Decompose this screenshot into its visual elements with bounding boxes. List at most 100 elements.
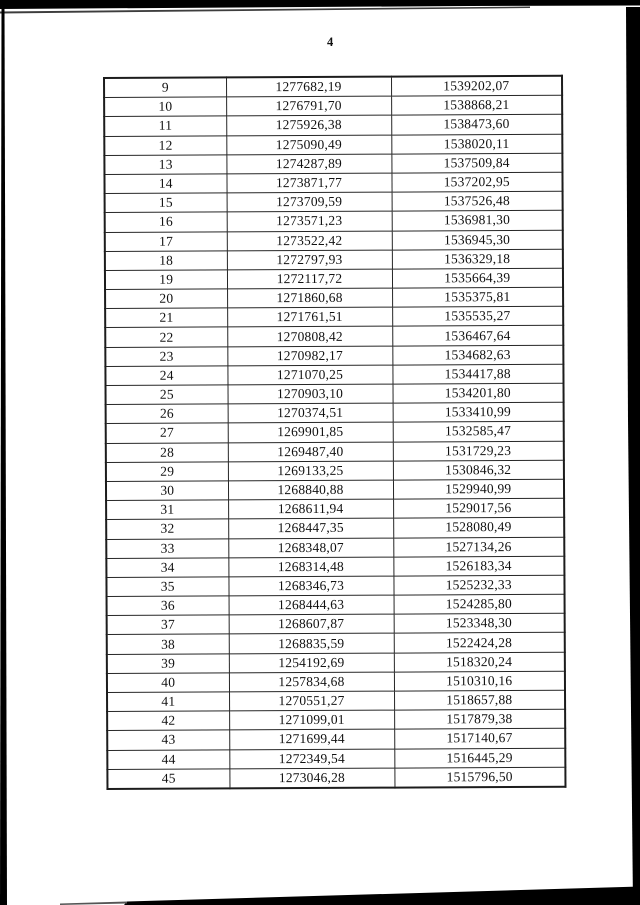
cell-value-col-1: 1273571,23 bbox=[226, 211, 392, 232]
cell-row-number: 28 bbox=[105, 442, 228, 463]
table-row: 40 1257834,68 1510310,16 bbox=[106, 671, 566, 693]
cell-value-col-1: 1269133,25 bbox=[227, 460, 393, 481]
cell-value-col-2: 1510310,16 bbox=[393, 671, 566, 692]
cell-row-number: 16 bbox=[104, 212, 227, 232]
table-row: 29 1269133,25 1530846,32 bbox=[105, 460, 564, 482]
scan-edge-right bbox=[626, 7, 640, 905]
cell-value-col-1: 1275926,38 bbox=[226, 115, 392, 136]
table-row: 32 1268447,35 1528080,49 bbox=[106, 517, 565, 539]
cell-row-number: 19 bbox=[104, 269, 228, 290]
table-row: 14 1273871,77 1537202,95 bbox=[104, 172, 563, 194]
cell-value-col-1: 1268835,59 bbox=[228, 633, 394, 654]
cell-row-number: 23 bbox=[105, 346, 228, 367]
cell-row-number: 27 bbox=[105, 423, 228, 444]
cell-value-col-2: 1517879,38 bbox=[394, 709, 566, 730]
table-row: 17 1273522,42 1536945,30 bbox=[104, 229, 563, 252]
cell-row-number: 41 bbox=[107, 691, 230, 712]
scan-edge-top bbox=[0, 0, 640, 9]
cell-row-number: 29 bbox=[105, 461, 228, 482]
table-row: 19 1272117,72 1535664,39 bbox=[104, 268, 564, 290]
cell-value-col-1: 1268611,94 bbox=[228, 499, 394, 520]
cell-row-number: 13 bbox=[104, 154, 227, 175]
table-row: 42 1271099,01 1517879,38 bbox=[107, 709, 566, 731]
table-row: 25 1270903,10 1534201,80 bbox=[105, 383, 564, 405]
cell-row-number: 14 bbox=[104, 173, 227, 194]
cell-value-col-1: 1277682,19 bbox=[226, 76, 392, 98]
cell-value-col-2: 1538473,60 bbox=[391, 114, 563, 135]
cell-row-number: 44 bbox=[107, 749, 230, 770]
cell-value-col-2: 1525232,33 bbox=[393, 575, 565, 596]
table-row: 12 1275090,49 1538020,11 bbox=[104, 133, 563, 156]
cell-value-col-2: 1538020,11 bbox=[391, 133, 563, 154]
cell-row-number: 32 bbox=[106, 519, 229, 539]
data-table-body: 9 1277682,19 1539202,07 10 1276791,70 1538868… bbox=[104, 75, 566, 789]
data-table: 9 1277682,19 1539202,07 10 1276791,70 1538868… bbox=[103, 74, 567, 790]
table-row: 36 1268444,63 1524285,80 bbox=[106, 594, 565, 616]
cell-value-col-2: 1534682,63 bbox=[392, 344, 564, 365]
cell-value-col-1: 1270903,10 bbox=[227, 384, 393, 405]
cell-row-number: 11 bbox=[104, 116, 227, 137]
cell-value-col-2: 1530846,32 bbox=[392, 460, 564, 481]
cell-value-col-2: 1534201,80 bbox=[392, 383, 564, 404]
table-row: 31 1268611,94 1529017,56 bbox=[106, 498, 565, 520]
cell-value-col-2: 1524285,80 bbox=[393, 594, 565, 615]
cell-value-col-1: 1268840,88 bbox=[227, 480, 394, 501]
cell-value-col-1: 1273046,28 bbox=[229, 767, 395, 789]
cell-value-col-1: 1270374,51 bbox=[227, 403, 393, 424]
cell-row-number: 18 bbox=[104, 250, 227, 271]
cell-value-col-1: 1271099,01 bbox=[229, 710, 395, 731]
cell-row-number: 25 bbox=[105, 384, 228, 405]
table-row: 39 1254192,69 1518320,24 bbox=[106, 651, 565, 674]
cell-value-col-2: 1528080,49 bbox=[393, 517, 565, 538]
cell-value-col-1: 1270551,27 bbox=[229, 691, 395, 712]
cell-value-col-2: 1529940,99 bbox=[392, 479, 565, 500]
cell-row-number: 10 bbox=[104, 97, 227, 117]
cell-value-col-1: 1273522,42 bbox=[226, 230, 392, 251]
cell-value-col-1: 1275090,49 bbox=[226, 134, 392, 155]
scan-edge-bottom-fade bbox=[60, 901, 127, 905]
scan-edge-left bbox=[0, 7, 7, 905]
cell-row-number: 38 bbox=[106, 634, 229, 655]
cell-value-col-2: 1533410,99 bbox=[392, 402, 564, 423]
table-row: 9 1277682,19 1539202,07 bbox=[104, 75, 563, 98]
cell-value-col-1: 1268346,73 bbox=[228, 575, 394, 596]
cell-value-col-2: 1522424,28 bbox=[393, 632, 565, 653]
cell-value-col-2: 1515796,50 bbox=[394, 766, 566, 788]
cell-row-number: 36 bbox=[106, 595, 229, 616]
cell-value-col-1: 1268447,35 bbox=[228, 518, 394, 539]
page-number: 4 bbox=[327, 35, 334, 49]
cell-value-col-1: 1268444,63 bbox=[228, 595, 394, 616]
cell-value-col-1: 1273871,77 bbox=[226, 173, 392, 194]
table-row: 26 1270374,51 1533410,99 bbox=[105, 402, 564, 424]
table-row: 22 1270808,42 1536467,64 bbox=[105, 325, 564, 348]
table-row: 44 1272349,54 1516445,29 bbox=[107, 747, 566, 770]
table-row: 35 1268346,73 1525232,33 bbox=[106, 575, 565, 597]
cell-value-col-2: 1532585,47 bbox=[392, 421, 564, 442]
cell-value-col-1: 1272117,72 bbox=[226, 268, 393, 289]
cell-value-col-1: 1274287,89 bbox=[226, 153, 392, 174]
cell-value-col-1: 1272797,93 bbox=[226, 249, 392, 270]
table-row: 27 1269901,85 1532585,47 bbox=[105, 421, 564, 444]
cell-row-number: 39 bbox=[106, 653, 229, 674]
table-row: 45 1273046,28 1515796,50 bbox=[107, 766, 566, 789]
cell-value-col-1: 1268314,48 bbox=[228, 556, 394, 577]
table-row: 18 1272797,93 1536329,18 bbox=[104, 248, 563, 271]
cell-value-col-2: 1536981,30 bbox=[391, 210, 563, 231]
cell-value-col-2: 1526183,34 bbox=[393, 555, 565, 576]
cell-row-number: 12 bbox=[104, 135, 227, 156]
table-row: 24 1271070,25 1534417,88 bbox=[105, 364, 564, 386]
cell-value-col-2: 1518320,24 bbox=[393, 651, 565, 672]
table-row: 23 1270982,17 1534682,63 bbox=[105, 344, 564, 367]
cell-row-number: 21 bbox=[105, 308, 228, 328]
cell-value-col-2: 1527134,26 bbox=[393, 536, 565, 557]
cell-row-number: 43 bbox=[107, 730, 230, 751]
cell-row-number: 37 bbox=[106, 615, 229, 635]
cell-value-col-2: 1534417,88 bbox=[392, 364, 564, 385]
table-row: 15 1273709,59 1537526,48 bbox=[104, 191, 563, 213]
cell-value-col-2: 1529017,56 bbox=[393, 498, 565, 519]
table-row: 33 1268348,07 1527134,26 bbox=[106, 536, 565, 559]
table-row: 38 1268835,59 1522424,28 bbox=[106, 632, 565, 655]
table-row: 20 1271860,68 1535375,81 bbox=[105, 287, 564, 309]
cell-value-col-2: 1517140,67 bbox=[394, 728, 566, 749]
cell-row-number: 35 bbox=[106, 576, 229, 597]
